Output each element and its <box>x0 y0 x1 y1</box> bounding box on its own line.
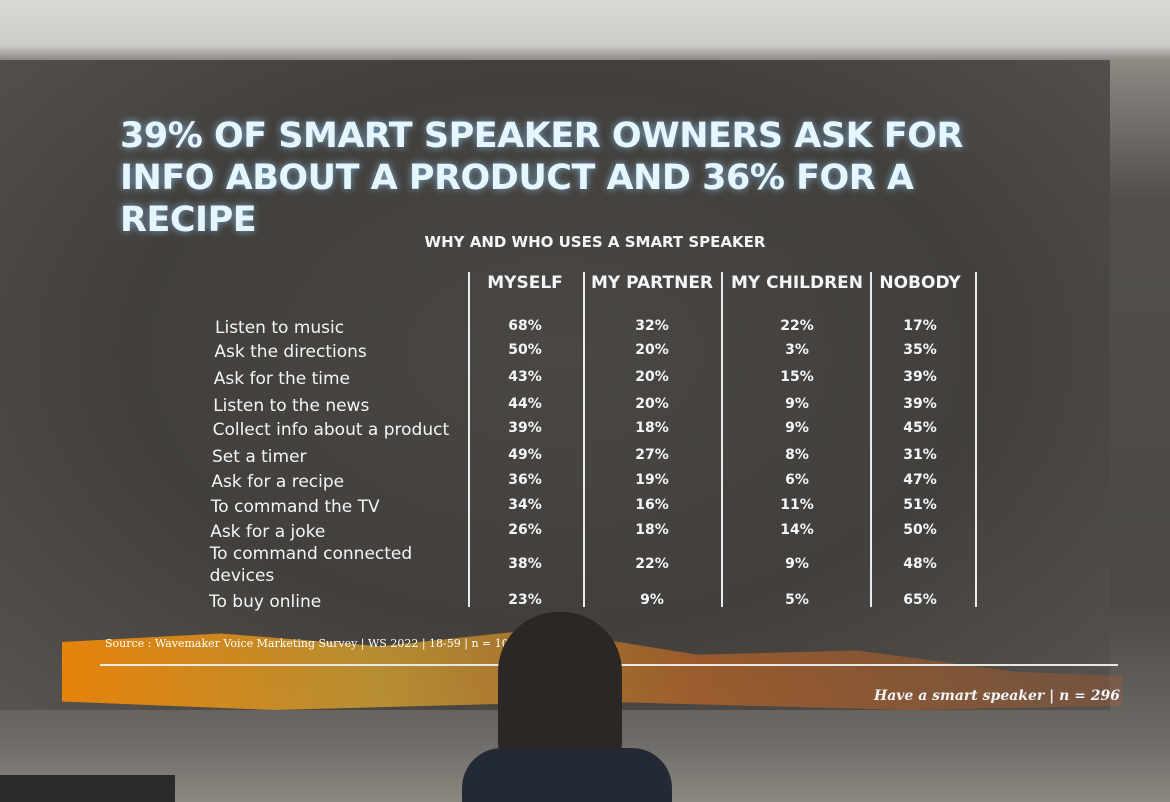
cell-value: 19% <box>635 472 669 488</box>
cell-value: 15% <box>780 369 814 385</box>
column-rule <box>870 272 872 607</box>
column-header: MY CHILDREN <box>730 273 864 293</box>
cell-value: 31% <box>903 447 937 463</box>
cell-value: 50% <box>508 342 542 358</box>
cell-value: 16% <box>635 497 669 513</box>
cell-value: 26% <box>508 522 542 538</box>
cell-value: 9% <box>785 420 809 436</box>
cell-value: 36% <box>508 472 542 488</box>
cell-value: 17% <box>903 318 937 334</box>
cell-value: 23% <box>508 592 542 608</box>
source-note: Source : Wavemaker Voice Marketing Surve… <box>105 637 523 650</box>
cell-value: 3% <box>785 342 809 358</box>
column-rule <box>583 272 585 607</box>
cell-value: 34% <box>508 497 542 513</box>
cell-value: 18% <box>635 420 669 436</box>
cell-value: 39% <box>508 420 542 436</box>
row-label: Set a timer <box>212 447 307 467</box>
cell-value: 22% <box>780 318 814 334</box>
slide-title: 39% OF SMART SPEAKER OWNERS ASK FOR INFO… <box>120 116 964 240</box>
row-label: To buy online <box>209 592 322 612</box>
cell-value: 20% <box>635 369 669 385</box>
cell-value: 44% <box>508 396 542 412</box>
slide <box>0 60 1110 710</box>
column-header: NOBODY <box>879 273 961 293</box>
cell-value: 47% <box>903 472 937 488</box>
cell-value: 22% <box>635 556 669 572</box>
cell-value: 9% <box>785 556 809 572</box>
cell-value: 65% <box>903 592 937 608</box>
row-label: Ask the directions <box>214 342 367 362</box>
row-label: To command the TV <box>210 497 380 517</box>
cell-value: 43% <box>508 369 542 385</box>
row-label: Ask for a recipe <box>211 472 345 492</box>
cell-value: 18% <box>635 522 669 538</box>
cell-value: 9% <box>640 592 664 608</box>
cell-value: 5% <box>785 592 809 608</box>
cell-value: 35% <box>903 342 937 358</box>
column-header: MYSELF <box>487 273 563 293</box>
row-label: Listen to the news <box>213 396 370 416</box>
cell-value: 51% <box>903 497 937 513</box>
cell-value: 45% <box>903 420 937 436</box>
cell-value: 39% <box>903 369 937 385</box>
cell-value: 38% <box>508 556 542 572</box>
cell-value: 48% <box>903 556 937 572</box>
column-header: MY PARTNER <box>590 273 714 293</box>
cell-value: 8% <box>785 447 809 463</box>
person-shoulders <box>462 748 672 802</box>
cell-value: 27% <box>635 447 669 463</box>
cell-value: 49% <box>508 447 542 463</box>
row-label: Collect info about a product <box>212 420 450 440</box>
row-label: Listen to music <box>215 318 345 338</box>
cell-value: 50% <box>903 522 937 538</box>
column-rule <box>975 272 977 607</box>
row-label: Ask for a joke <box>210 522 326 542</box>
cell-value: 68% <box>508 318 542 334</box>
row-label: To command connected devices <box>209 544 413 586</box>
base-note: Have a smart speaker | n = 296 <box>874 688 1120 704</box>
cell-value: 20% <box>635 396 669 412</box>
monitor <box>0 775 175 802</box>
row-label: Ask for the time <box>213 369 351 389</box>
cell-value: 6% <box>785 472 809 488</box>
cell-value: 32% <box>635 318 669 334</box>
column-rule <box>721 272 723 607</box>
cell-value: 9% <box>785 396 809 412</box>
cell-value: 14% <box>780 522 814 538</box>
column-rule <box>468 272 470 607</box>
cell-value: 39% <box>903 396 937 412</box>
cell-value: 11% <box>780 497 814 513</box>
table-caption: WHY AND WHO USES A SMART SPEAKER <box>424 233 766 251</box>
cell-value: 20% <box>635 342 669 358</box>
